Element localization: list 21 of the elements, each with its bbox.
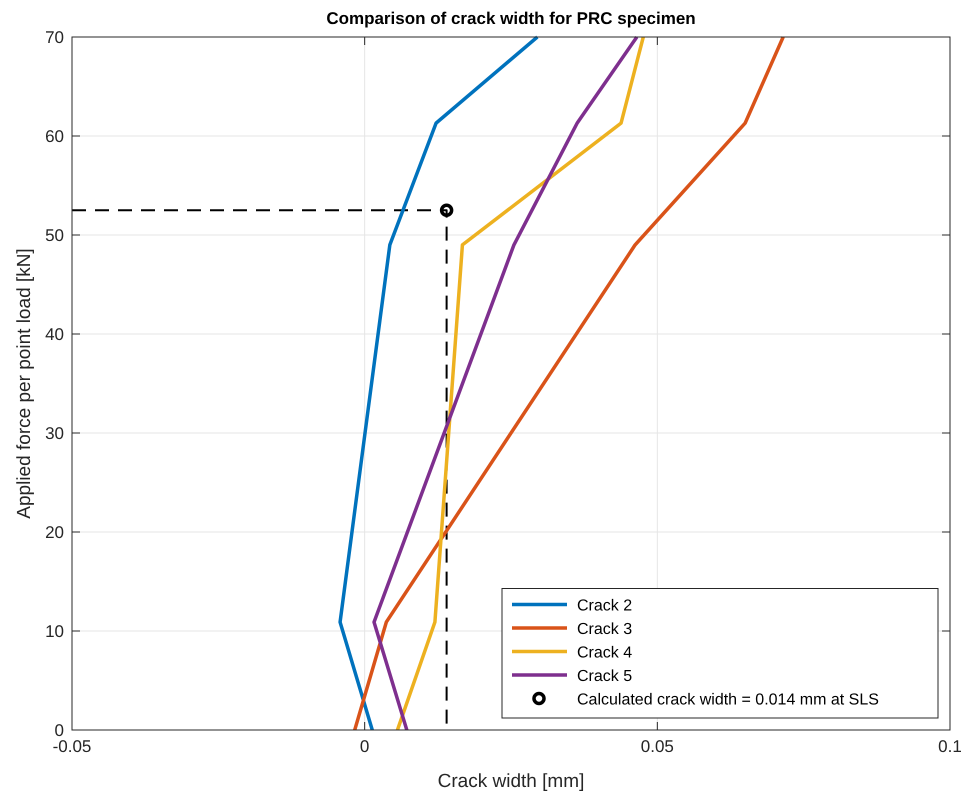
x-tick-label: 0 <box>360 737 370 756</box>
legend-label: Calculated crack width = 0.014 mm at SLS <box>577 692 879 708</box>
x-axis-title: Crack width [mm] <box>438 771 584 792</box>
y-tick-label: 70 <box>45 28 64 47</box>
x-tick-label: 0.05 <box>640 737 674 756</box>
y-tick-label: 30 <box>45 424 64 443</box>
legend-label: Crack 4 <box>577 644 632 662</box>
legend-label: Crack 3 <box>577 621 632 638</box>
y-tick-label: 50 <box>45 226 64 245</box>
y-axis-title: Applied force per point load [kN] <box>14 248 35 519</box>
line-series <box>338 35 540 732</box>
y-tick-label: 20 <box>45 523 64 542</box>
legend-label: Crack 5 <box>577 668 632 685</box>
chart-title: Comparison of crack width for PRC specimen <box>326 9 696 28</box>
y-tick-label: 10 <box>45 622 64 641</box>
y-tick-label: 40 <box>45 325 64 344</box>
y-tick-label: 0 <box>54 721 64 740</box>
y-tick-label: 60 <box>45 127 64 146</box>
x-tick-label: 0.1 <box>938 737 962 756</box>
x-tick-label: -0.05 <box>52 737 92 756</box>
legend-label: Crack 2 <box>577 598 632 614</box>
